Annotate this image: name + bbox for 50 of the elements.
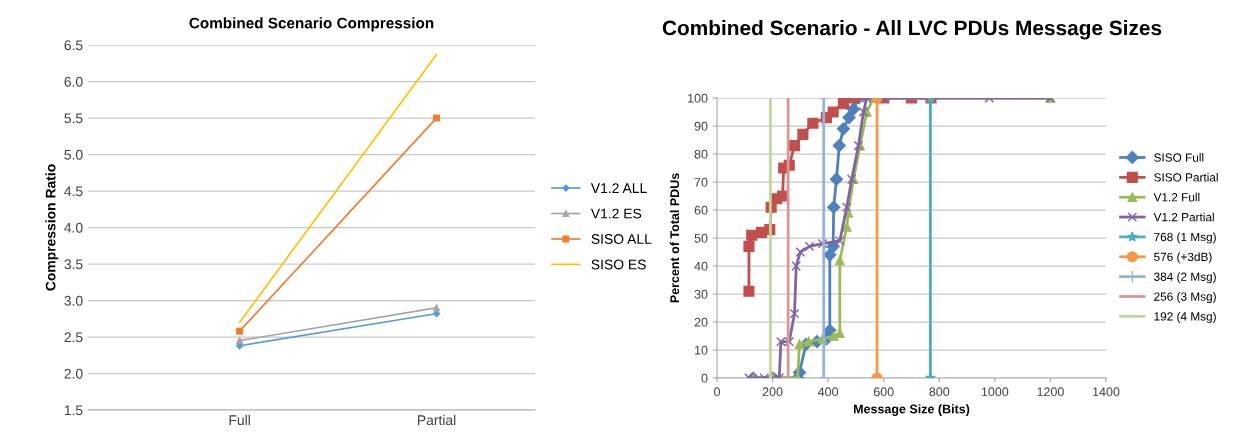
y-tick-label: 6.0 — [64, 76, 83, 87]
legend-label: SISO ES — [591, 259, 646, 270]
x-tick-label: Partial — [418, 414, 456, 426]
legend-label: V1.2 Full — [1153, 192, 1200, 202]
legend-label: 768 (1 Msg) — [1154, 232, 1216, 244]
legend-label: 576 (+3dB) — [1154, 252, 1212, 264]
y-tick-label: 5.0 — [64, 149, 83, 160]
legend-label: V1.2 Partial — [1153, 212, 1214, 222]
y-tick-label: 2.0 — [64, 368, 83, 379]
legend-label: SISO ALL — [591, 234, 652, 244]
y-tick-label: 0 — [701, 373, 708, 383]
y-tick-label: 100 — [688, 93, 708, 103]
y-tick-label: 5.5 — [64, 113, 83, 124]
x-tick-label: 1000 — [981, 387, 1009, 397]
y-tick-label: 80 — [694, 149, 708, 159]
x-tick-label: 1400 — [1093, 387, 1120, 397]
legend-label: SISO Partial — [1154, 172, 1218, 182]
y-tick-label: 6.5 — [64, 40, 83, 51]
x-tick-label: 800 — [929, 387, 950, 397]
x-tick-label: 600 — [873, 387, 894, 397]
legend-label: 256 (3 Msg) — [1154, 292, 1216, 304]
legend-label: V1.2 ALL — [590, 183, 647, 193]
y-axis-title: Percent of Total PDUs — [669, 173, 680, 303]
y-tick-label: 30 — [694, 289, 708, 299]
y-tick-label: 3.5 — [64, 259, 83, 270]
x-tick-label: 200 — [762, 387, 783, 397]
y-axis-title: Compression Ratio — [45, 164, 59, 291]
y-tick-label: 4.5 — [64, 186, 83, 197]
y-tick-label: 60 — [694, 205, 708, 215]
y-tick-label: 50 — [694, 233, 708, 243]
y-tick-label: 40 — [694, 261, 708, 271]
x-tick-label: 400 — [818, 387, 839, 397]
legend-label: 192 (4 Msg) — [1154, 311, 1216, 323]
legend-label: V1.2 ES — [590, 208, 642, 219]
x-tick-label: 0 — [714, 387, 720, 397]
y-tick-label: 4.0 — [64, 222, 83, 233]
x-axis-title: Message Size (Bits) — [853, 404, 970, 416]
chart-title: Combined Scenario - All LVC PDUs Message Sizes — [662, 20, 1162, 40]
legend-label: SISO Full — [1154, 153, 1204, 162]
x-tick-label: 1200 — [1037, 387, 1064, 397]
x-tick-label: Full — [229, 414, 250, 426]
y-tick-label: 20 — [694, 317, 708, 327]
y-tick-label: 2.5 — [64, 332, 83, 343]
y-tick-label: 3.0 — [64, 295, 83, 306]
y-tick-label: 1.5 — [64, 405, 83, 416]
y-tick-label: 90 — [694, 121, 708, 131]
y-tick-label: 10 — [695, 345, 708, 355]
y-tick-label: 70 — [694, 177, 708, 187]
legend-label: 384 (2 Msg) — [1154, 272, 1216, 284]
chart-title: Combined Scenario Compression — [189, 17, 434, 32]
